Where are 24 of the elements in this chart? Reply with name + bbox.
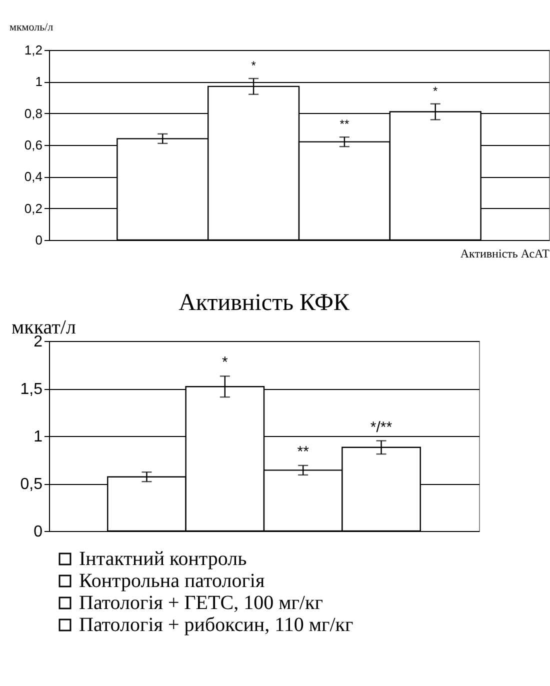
y-tick-label: 0 xyxy=(34,524,43,540)
y-tick-label: 0,6 xyxy=(24,138,42,152)
legend-label: Інтактний контроль xyxy=(79,548,247,570)
y-axis-title: мкмоль/л xyxy=(10,22,54,34)
y-tick-label: 0 xyxy=(35,232,42,248)
y-tick-label: 0,4 xyxy=(24,169,42,184)
data-label: ** xyxy=(297,443,310,460)
y-tick-label: 1 xyxy=(35,74,42,90)
data-label: * xyxy=(433,84,438,98)
chart-title: Активність КФК xyxy=(178,290,350,316)
y-tick-label: 0,5 xyxy=(20,476,43,493)
data-label: * xyxy=(222,354,228,372)
legend-label: Патологія + рибоксин, 110 мг/кг xyxy=(79,614,354,636)
data-label: * xyxy=(251,58,256,72)
y-tick-label: 1,5 xyxy=(20,381,43,398)
y-tick-label: 1 xyxy=(34,428,43,446)
y-tick-label: 0,2 xyxy=(24,200,42,216)
legend-label: Контрольна патологія xyxy=(79,570,265,592)
legend-label: Патологія + ГЕТС, 100 мг/кг xyxy=(79,592,323,614)
data-label: ** xyxy=(340,117,350,132)
data-label: */** xyxy=(370,418,392,436)
y-tick-label: 0,8 xyxy=(24,106,42,121)
x-axis-title: Активність АсАТ xyxy=(460,246,550,260)
y-tick-label: 1,2 xyxy=(24,42,42,58)
